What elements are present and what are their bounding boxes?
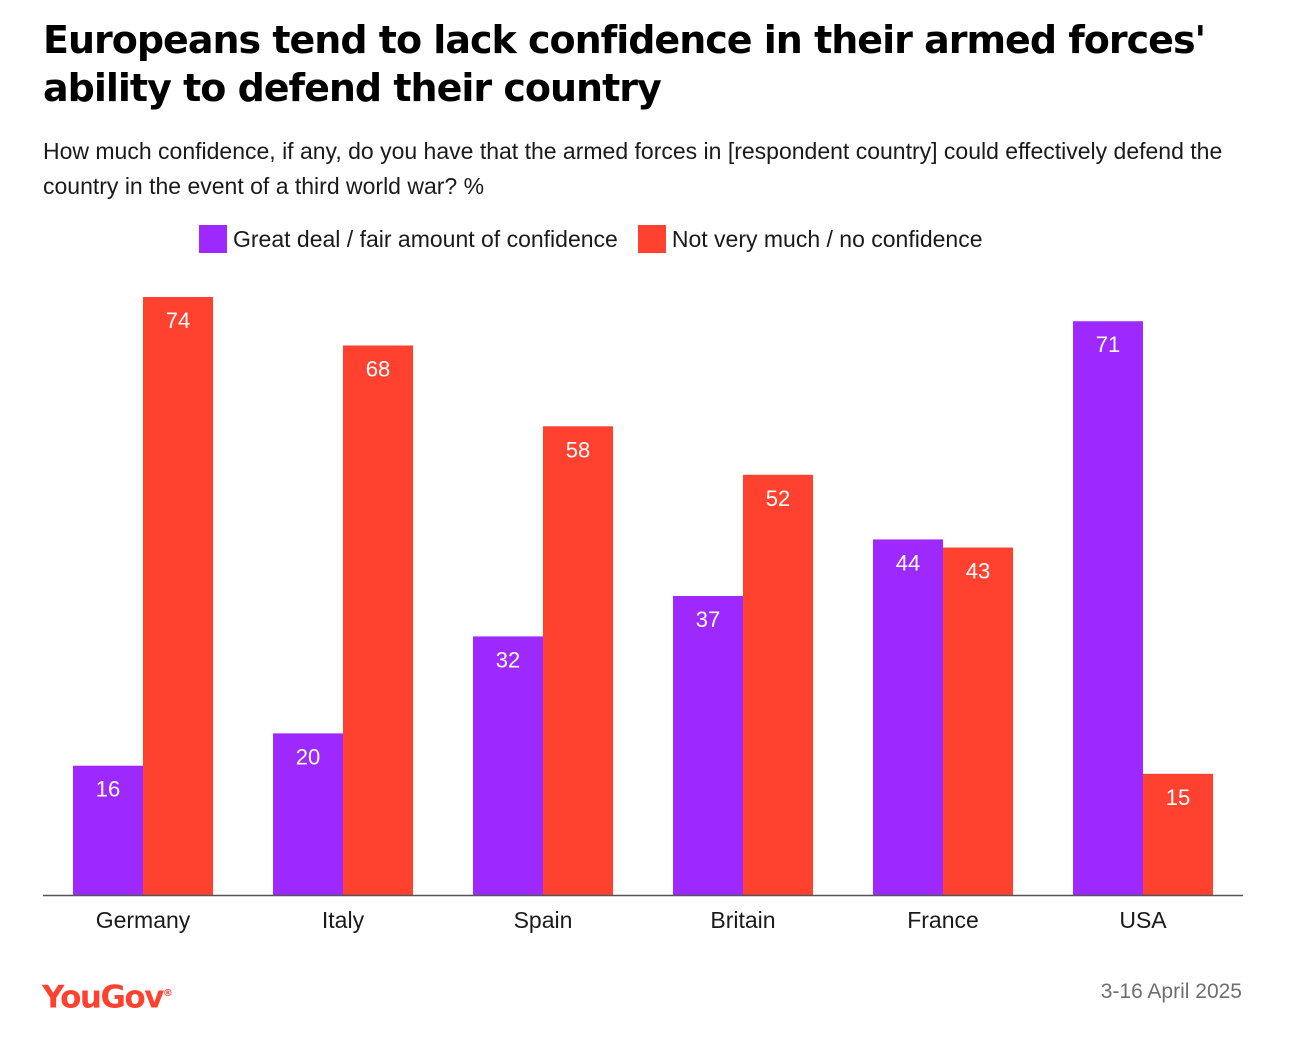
data-label-germany-great-deal: 16 [96, 777, 120, 802]
bar-britain-not-very-much [743, 474, 813, 895]
bar-germany-not-very-much [143, 297, 213, 895]
bar-spain-not-very-much [543, 426, 613, 895]
legend-label-not-very-much: Not very much / no confidence [671, 225, 983, 252]
legend-swatch-not-very-much [637, 225, 666, 253]
data-label-italy-not-very-much: 68 [366, 356, 390, 381]
data-label-spain-not-very-much: 58 [566, 437, 590, 462]
chart-subtitle: How much confidence, if any, do you have… [43, 138, 1223, 199]
x-tick-label-germany: Germany [96, 907, 191, 933]
bar-usa-great-deal [1073, 321, 1143, 895]
data-label-spain-great-deal: 32 [496, 647, 520, 672]
x-tick-label-britain: Britain [710, 907, 775, 933]
bar-germany-great-deal [73, 765, 143, 895]
data-label-france-great-deal: 44 [896, 550, 920, 575]
legend-item-great-deal: Great deal / fair amount of confidence [199, 225, 618, 253]
bar-france-not-very-much [943, 547, 1013, 895]
legend: Great deal / fair amount of confidence N… [199, 224, 1003, 254]
data-label-britain-not-very-much: 52 [766, 486, 790, 511]
bar-italy-great-deal [273, 733, 343, 895]
x-tick-label-usa: USA [1119, 907, 1167, 933]
survey-date: 3-16 April 2025 [1100, 980, 1242, 1003]
legend-label-great-deal: Great deal / fair amount of confidence [233, 225, 618, 252]
x-tick-label-spain: Spain [514, 907, 573, 933]
bar-france-great-deal [873, 539, 943, 895]
brand-name: YouGov [42, 979, 164, 1016]
yougov-logo: YouGov® [42, 979, 173, 1016]
bar-usa-not-very-much [1143, 773, 1213, 895]
legend-swatch-great-deal [199, 225, 227, 253]
data-label-usa-great-deal: 71 [1096, 332, 1120, 357]
chart-title: Europeans tend to lack confidence in the… [43, 18, 1206, 110]
data-label-italy-great-deal: 20 [296, 744, 320, 769]
bar-britain-great-deal [673, 596, 743, 895]
bar-italy-not-very-much [343, 345, 413, 896]
data-label-germany-not-very-much: 74 [166, 308, 190, 333]
data-label-france-not-very-much: 43 [966, 559, 990, 584]
x-tick-label-italy: Italy [322, 907, 365, 933]
legend-item-not-very-much: Not very much / no confidence [637, 225, 983, 253]
data-label-usa-not-very-much: 15 [1166, 785, 1190, 810]
x-tick-label-france: France [907, 907, 979, 933]
bar-spain-great-deal [473, 636, 543, 895]
data-label-britain-great-deal: 37 [696, 607, 720, 632]
bar-chart: 16 74 Germany 20 68 Italy 32 58 Spain 37 52 Britain… [43, 297, 1243, 933]
